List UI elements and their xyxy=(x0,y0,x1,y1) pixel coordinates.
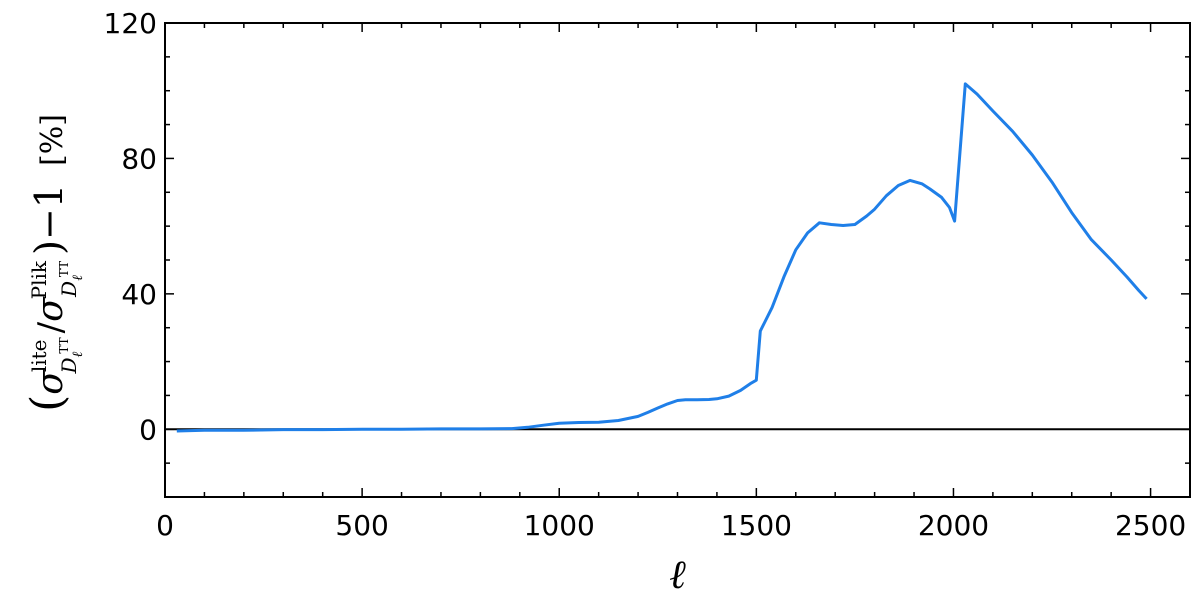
y-tick-label: 40 xyxy=(121,278,157,311)
y-axis-label: (σlite DℓTT/σPlik DℓTT)−1[%] xyxy=(22,114,86,412)
x-tick-label: 2500 xyxy=(1115,509,1186,542)
x-tick-label: 1500 xyxy=(721,509,792,542)
x-tick-label: 2000 xyxy=(918,509,989,542)
x-tick-label: 0 xyxy=(156,509,174,542)
series-layer xyxy=(176,82,1148,433)
ylabel-sub-den-sub: ℓ xyxy=(70,275,86,281)
ylabel-sub-den-sup: TT xyxy=(57,261,71,277)
ylabel-unit: [%] xyxy=(35,114,70,166)
ylabel-close-minus-one: )−1 xyxy=(27,184,71,255)
ylabel-sup-den: Plik xyxy=(27,260,51,299)
ylabel-sub-num: D xyxy=(57,357,81,374)
y-tick-label: 80 xyxy=(121,142,157,175)
y-tick-label: 120 xyxy=(104,7,157,40)
plot-frame xyxy=(164,22,1191,498)
axis-ticks xyxy=(164,22,1191,498)
x-tick-label: 500 xyxy=(335,509,388,542)
x-axis-label: ℓ xyxy=(669,552,686,597)
ylabel-sigma-num: σ xyxy=(30,369,71,395)
ylabel-open-paren: ( xyxy=(22,395,73,412)
ylabel-sub-den: D xyxy=(57,281,81,298)
tick-labels: 0 500 1000 1500 2000 2500 0 40 80 120 xyxy=(104,7,1187,542)
ylabel-sup-num: lite xyxy=(27,340,51,373)
ylabel-sub-num-sub: ℓ xyxy=(70,351,86,357)
ylabel-slash: / xyxy=(31,321,71,333)
y-tick-label: 0 xyxy=(139,413,157,446)
ylabel-sigma-den: σ xyxy=(30,296,71,322)
series-line xyxy=(176,82,1148,433)
x-tick-label: 1000 xyxy=(524,509,595,542)
ylabel-sub-num-sup: TT xyxy=(57,337,71,353)
